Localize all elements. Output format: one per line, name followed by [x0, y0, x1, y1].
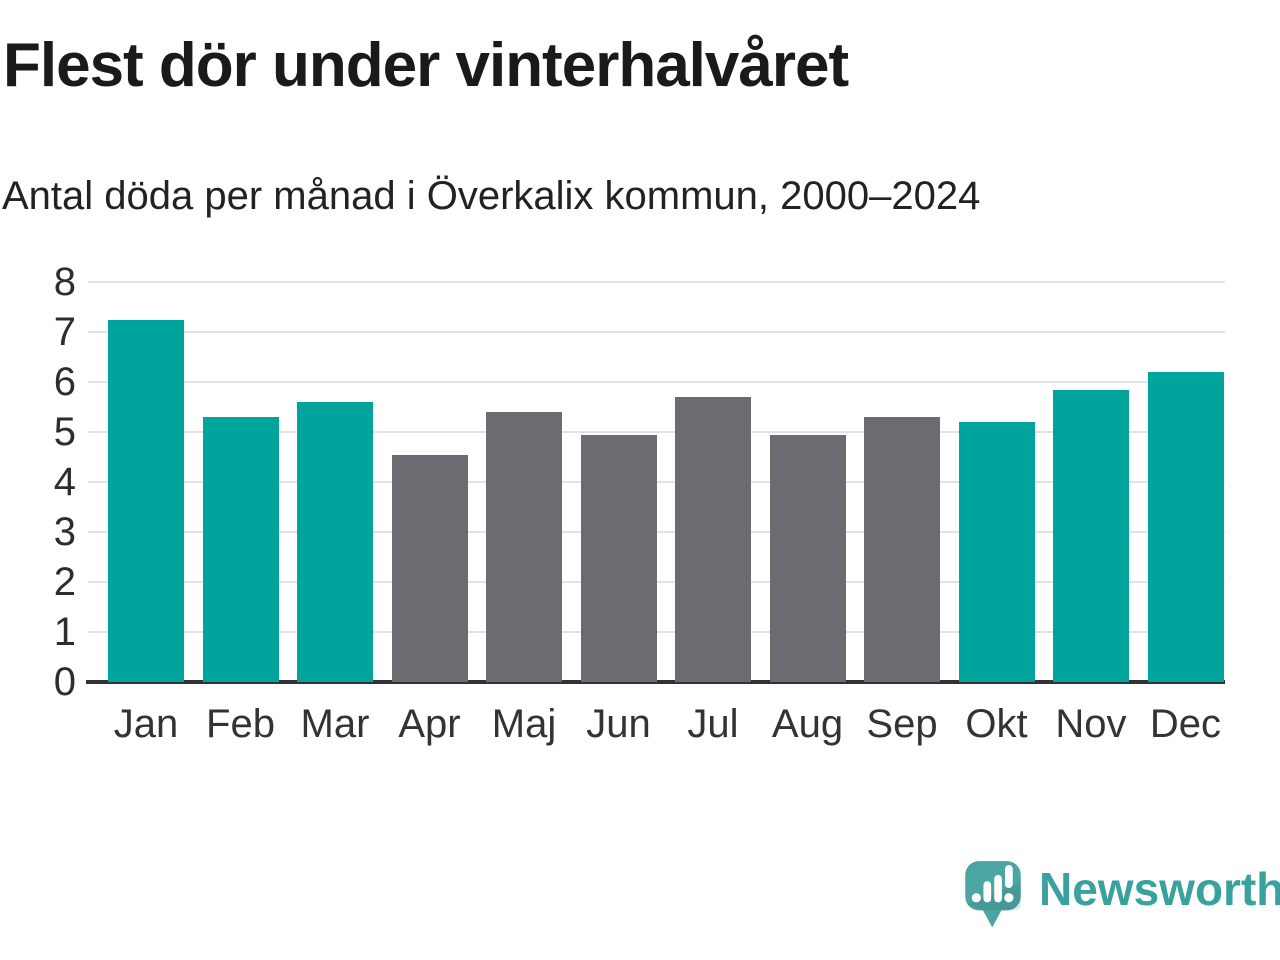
- x-axis-label-jun: Jun: [586, 702, 651, 746]
- y-axis-tick-label-0: 0: [53, 660, 76, 704]
- x-axis-label-sep: Sep: [866, 702, 938, 746]
- bar-apr: [391, 454, 468, 682]
- bar-series: [108, 282, 1224, 682]
- x-axis-label-okt: Okt: [965, 702, 1028, 746]
- bar-sep: [864, 417, 940, 682]
- gridline-7: [88, 331, 1225, 333]
- gridline-3: [88, 531, 1225, 533]
- y-axis-tick-label-1: 1: [53, 610, 76, 654]
- y-axis-tick-label-8: 8: [53, 260, 76, 304]
- gridline-6: [88, 381, 1225, 383]
- x-axis-line: [86, 680, 1225, 684]
- chart-title: Flest dör under vinterhalvåret: [3, 31, 849, 100]
- gridline-5: [88, 431, 1225, 433]
- y-axis-tick-label-4: 4: [53, 460, 76, 504]
- x-axis-label-aug: Aug: [771, 702, 844, 746]
- gridline-1: [88, 631, 1225, 633]
- bar-feb: [202, 417, 279, 682]
- x-axis-label-jul: Jul: [687, 702, 739, 746]
- newsworthy-speech-bubble-bar-chart-icon: [965, 861, 1021, 928]
- chart-subtitle: Antal döda per månad i Överkalix kommun,…: [2, 174, 981, 218]
- y-axis-tick-label-7: 7: [53, 310, 76, 354]
- x-axis-label-nov: Nov: [1055, 702, 1127, 746]
- newsworthy-logo: Newsworthy: [962, 858, 1280, 932]
- y-axis-tick-label-3: 3: [53, 510, 76, 554]
- bar-maj: [486, 412, 562, 682]
- y-axis-tick-label-5: 5: [53, 410, 76, 454]
- bar-jun: [580, 434, 657, 682]
- bar-nov: [1053, 389, 1129, 682]
- gridline-8: [88, 281, 1225, 283]
- bar-dec: [1147, 372, 1224, 682]
- x-axis: Jan Feb Mar Apr Maj Jun Jul Aug Sep Okt Nov Dec: [108, 700, 1224, 748]
- x-axis-label-feb: Feb: [206, 702, 275, 746]
- x-axis-label-apr: Apr: [398, 702, 461, 746]
- bar-okt: [958, 422, 1035, 682]
- bar-mar: [297, 402, 373, 682]
- gridline-2: [88, 581, 1225, 583]
- x-axis-label-jan: Jan: [113, 702, 179, 746]
- plot-area: [86, 281, 1225, 684]
- y-axis: 0 1 2 3 4 5 6 7 8: [0, 262, 76, 702]
- bar-jan: [108, 319, 184, 682]
- bar-aug: [769, 434, 846, 682]
- y-axis-tick-label-6: 6: [53, 360, 76, 404]
- bar-jul: [675, 397, 751, 682]
- gridline-4: [88, 481, 1225, 483]
- newsworthy-logo-text: Newsworthy: [1039, 863, 1280, 915]
- y-axis-tick-label-2: 2: [53, 560, 76, 604]
- x-axis-label-maj: Maj: [491, 702, 557, 746]
- x-axis-label-dec: Dec: [1149, 702, 1222, 746]
- x-axis-label-mar: Mar: [300, 702, 370, 746]
